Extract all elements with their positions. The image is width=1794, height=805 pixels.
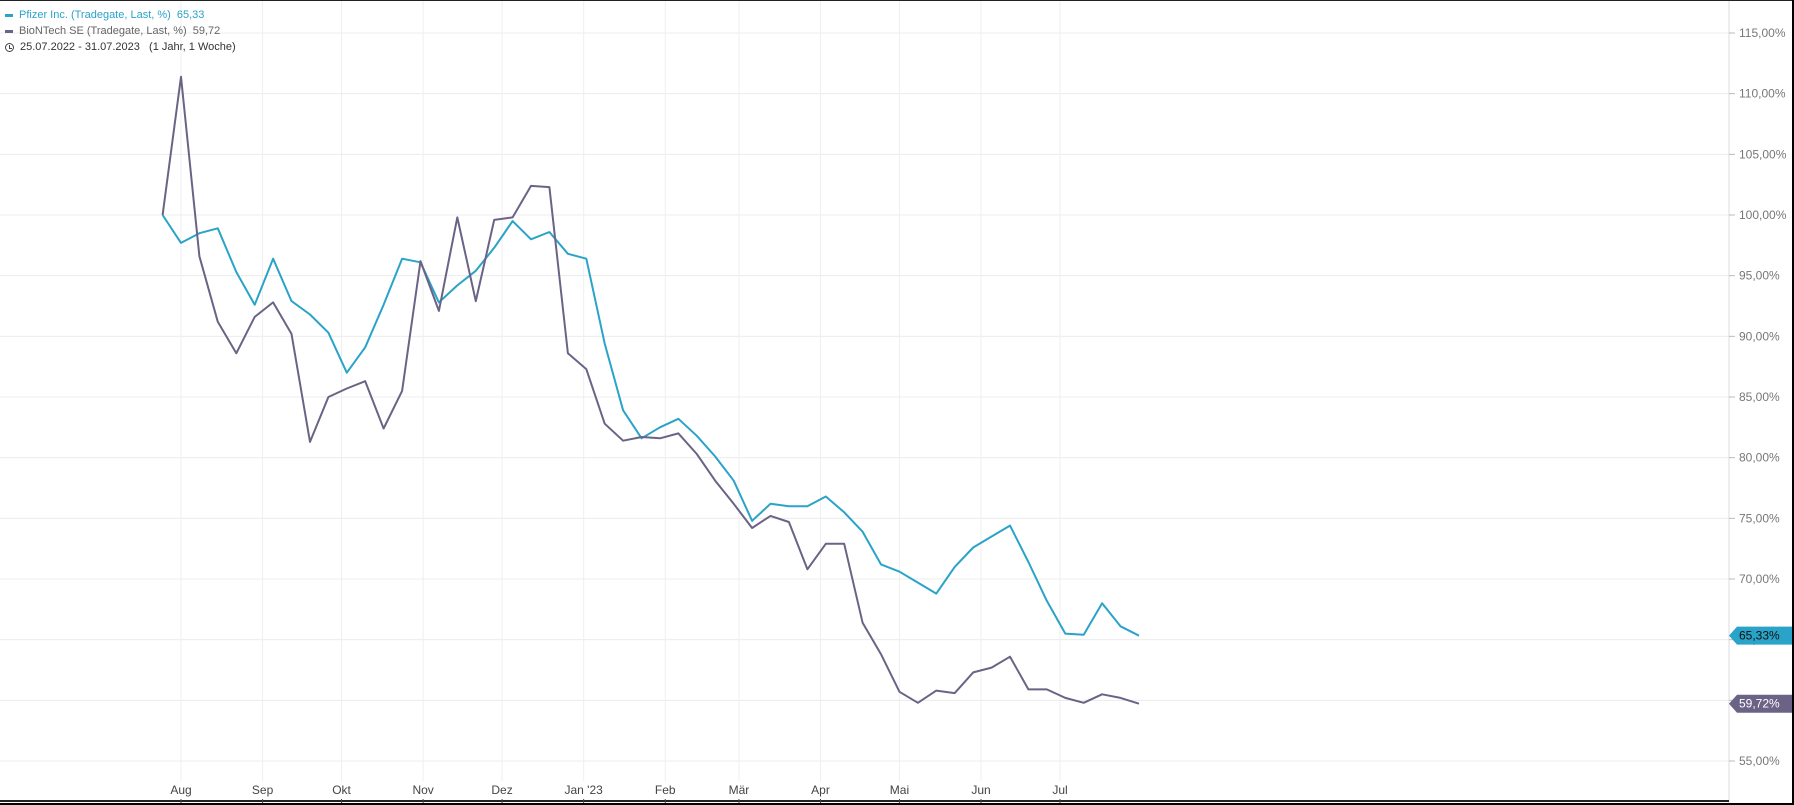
y-tick-label: 100,00% [1739,208,1787,222]
chart-legend: Pfizer Inc. (Tradegate, Last, %) 65,33 B… [5,7,236,55]
last-value-label-0: 65,33% [1739,629,1780,643]
y-tick-label: 95,00% [1739,269,1780,283]
last-value-badges: 65,33% 59,72% [1729,626,1792,713]
x-tick-label: Nov [412,783,433,797]
series-line-0[interactable] [161,214,1140,637]
y-axis: 55,00%60,00%65,00%70,00%75,00%80,00%85,0… [1728,1,1787,803]
x-tick-label: Jan '23 [564,783,603,797]
x-tick-label: Okt [332,783,351,797]
x-tick-label: Mär [729,783,750,797]
y-tick-label: 90,00% [1739,329,1780,343]
y-tick-label: 80,00% [1739,451,1780,465]
y-tick-label: 55,00% [1739,754,1780,768]
y-tick-label: 105,00% [1739,147,1787,161]
legend-label-biontech: BioNTech SE (Tradegate, Last, %) [19,25,187,37]
x-tick-label: Aug [170,783,191,797]
grid-lines [0,1,1729,781]
legend-swatch-pfizer [5,13,13,17]
x-tick-label: Jul [1052,783,1067,797]
legend-item-biontech[interactable]: BioNTech SE (Tradegate, Last, %) 59,72 [5,23,236,39]
y-tick-label: 70,00% [1739,572,1780,586]
legend-period[interactable]: 25.07.2022 - 31.07.2023 (1 Jahr, 1 Woche… [5,39,236,55]
x-tick-label: Dez [491,783,512,797]
series-lines [161,75,1140,705]
clock-icon [5,42,14,52]
legend-value-pfizer: 65,33 [176,9,205,21]
period-label: 25.07.2022 - 31.07.2023 (1 Jahr, 1 Woche… [20,41,236,53]
x-tick-label: Jun [971,783,990,797]
legend-value-biontech: 59,72 [192,25,221,37]
y-tick-label: 115,00% [1739,26,1786,40]
x-tick-label: Feb [655,783,676,797]
last-value-badge-1 [1729,694,1792,713]
legend-item-pfizer[interactable]: Pfizer Inc. (Tradegate, Last, %) 65,33 [5,7,236,23]
y-tick-label: 75,00% [1739,511,1780,525]
legend-label-pfizer: Pfizer Inc. (Tradegate, Last, %) [19,9,171,21]
series-line-1[interactable] [161,75,1140,705]
y-tick-label: 85,00% [1739,390,1780,404]
last-value-label-1: 59,72% [1739,697,1780,711]
legend-swatch-biontech [5,29,13,33]
x-tick-label: Mai [890,783,909,797]
x-axis: Aug Sep Okt Nov Dez Jan '23 Feb Mär Apr Mai Jun Jul [0,783,1729,803]
last-value-badge-0 [1729,626,1792,645]
x-tick-label: Sep [252,783,274,797]
y-tick-label: 110,00% [1739,87,1786,101]
x-tick-label: Apr [811,783,830,797]
